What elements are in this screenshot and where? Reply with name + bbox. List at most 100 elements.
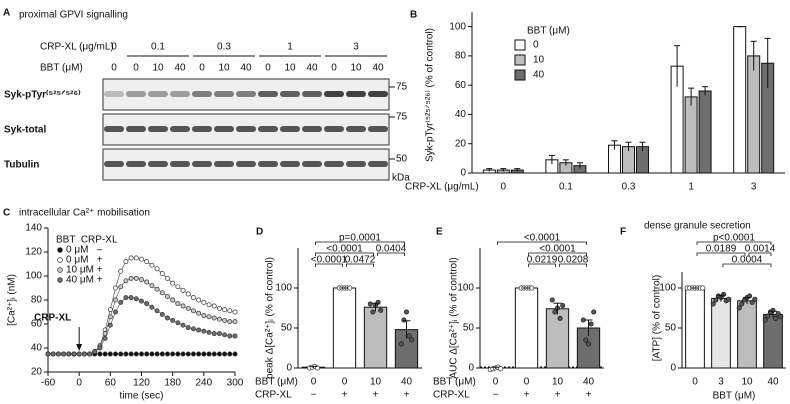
data-point (585, 341, 591, 347)
x-axis-label: time (sec) (120, 391, 164, 402)
blot-band (280, 91, 300, 97)
legend-label: 10 (533, 55, 545, 66)
legend-marker (57, 247, 63, 253)
y-tick-label: 20 (455, 138, 467, 149)
x-tick-label: 60 (105, 378, 117, 389)
data-point (113, 351, 118, 357)
y-tick-label: 40 (455, 109, 467, 120)
blot-band (170, 161, 190, 167)
data-point (201, 351, 207, 357)
x-axis-label: CRP-XL (433, 390, 470, 401)
data-point (139, 256, 144, 262)
x-tick-label: 120 (133, 378, 150, 389)
x-tick-label: 10 (741, 377, 753, 388)
legend-swatch (514, 54, 526, 66)
mw-marker: 75 (396, 82, 408, 93)
data-point (206, 329, 212, 335)
data-point (113, 285, 118, 291)
data-point (710, 301, 716, 307)
data-point (123, 351, 129, 357)
data-point (118, 284, 124, 290)
data-point (406, 333, 412, 339)
significance-label: p=0.0001 (339, 233, 381, 244)
data-point (216, 316, 222, 322)
data-point (118, 268, 124, 274)
y-tick-label: 100 (457, 283, 474, 294)
data-point (201, 328, 207, 334)
blot-band (236, 91, 256, 97)
annotation: CRP-XL (34, 313, 71, 324)
data-point (216, 331, 222, 337)
data-point (159, 271, 165, 277)
bbt-label: BBT (μM) (40, 63, 83, 74)
panel-letter: B (410, 10, 417, 21)
data-point (139, 277, 144, 283)
crp-level: 3 (353, 42, 359, 53)
significance-bracket (748, 252, 772, 256)
data-point (102, 351, 108, 357)
legend-title: BBT (μM) (527, 26, 570, 37)
legend-marker (57, 257, 63, 263)
panel-letter: F (620, 227, 626, 238)
data-point (549, 297, 555, 303)
data-point (749, 299, 755, 305)
x-tick-label: 0 (501, 182, 507, 193)
significance-bracket (696, 241, 772, 245)
x-axis-label: BBT (μM) (433, 377, 476, 388)
data-point (128, 255, 134, 261)
data-point (775, 311, 781, 317)
data-point (196, 297, 202, 303)
blot-band (368, 126, 388, 132)
y-tick-label: 60 (455, 80, 467, 91)
panel-letter: A (3, 8, 10, 19)
blot-band (148, 161, 168, 167)
blot-band (126, 91, 146, 97)
data-point (232, 351, 238, 357)
data-point (149, 283, 155, 289)
bar (763, 313, 783, 369)
blot-band (214, 91, 234, 97)
bar (747, 55, 761, 174)
y-tick-label: 0 (670, 363, 676, 374)
data-point (170, 351, 176, 357)
data-point (211, 331, 217, 337)
x-tick-label: + (586, 390, 592, 401)
data-point (232, 333, 238, 339)
data-point (149, 351, 155, 357)
y-tick-label: 80 (31, 295, 43, 306)
data-point (227, 308, 233, 314)
y-axis-label: peak Δ[Ca²⁺]ᵢ (% of control) (265, 257, 276, 379)
blot-band (148, 126, 168, 132)
data-point (128, 295, 134, 301)
data-point (190, 308, 196, 314)
significance-bracket (528, 263, 556, 267)
data-point (227, 351, 233, 357)
data-point (583, 337, 589, 343)
x-tick-label: 0 (342, 377, 348, 388)
data-point (159, 311, 165, 317)
y-tick-label: 20 (31, 367, 43, 378)
data-point (201, 313, 207, 319)
x-tick-label: 0 (76, 378, 82, 389)
data-point (133, 351, 139, 357)
bar (332, 287, 357, 369)
data-point (227, 333, 233, 339)
data-point (211, 315, 217, 321)
blot-band (302, 91, 322, 97)
legend-label: 10 μM + (66, 265, 103, 276)
data-point (409, 337, 415, 343)
legend-marker (57, 267, 63, 273)
significance-label: 0.0219 (527, 255, 558, 266)
bar (733, 26, 747, 174)
y-tick-label: 140 (25, 223, 42, 234)
blot-band (104, 126, 124, 132)
y-tick-label: 40 (31, 343, 43, 354)
significance-label: <0.0001 (539, 244, 576, 255)
data-point (144, 301, 150, 307)
blot-band (324, 126, 344, 132)
blot-band (126, 126, 146, 132)
blot-row-label: Syk-total (4, 125, 46, 136)
data-point (133, 296, 139, 302)
blot-band (170, 91, 190, 97)
data-point (139, 351, 144, 357)
